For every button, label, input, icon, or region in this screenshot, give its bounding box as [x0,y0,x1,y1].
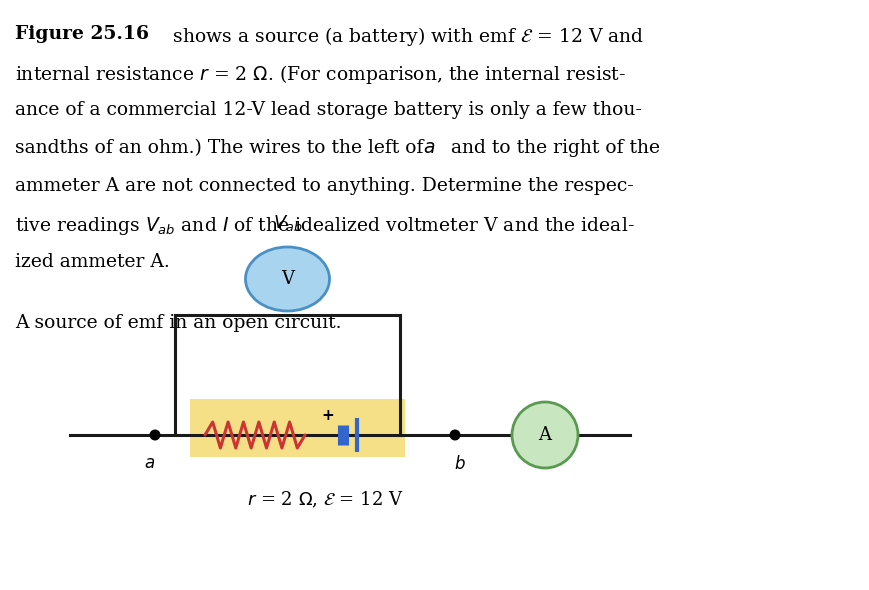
Text: +: + [322,408,334,422]
Ellipse shape [245,247,329,311]
Text: $a$: $a$ [144,455,156,472]
Circle shape [449,430,460,441]
Bar [189,399,405,457]
Text: $r$ = 2 $\Omega$, $\mathcal{E}$ = 12 V: $r$ = 2 $\Omega$, $\mathcal{E}$ = 12 V [247,490,403,510]
Text: shows a source (a battery) with emf $\mathcal{E}$ = 12 V and: shows a source (a battery) with emf $\ma… [168,25,644,48]
Text: $b$: $b$ [454,455,465,473]
Text: $V_{ab}$: $V_{ab}$ [273,213,302,233]
Text: Figure 25.16: Figure 25.16 [15,25,149,43]
Text: ance of a commercial 12-V lead storage battery is only a few thou-: ance of a commercial 12-V lead storage b… [15,101,641,119]
Text: tive readings $V_{ab}$ and $I$ of the idealized voltmeter V and the ideal-: tive readings $V_{ab}$ and $I$ of the id… [15,215,634,237]
Text: A source of emf in an open circuit.: A source of emf in an open circuit. [15,314,342,332]
Text: V: V [281,270,294,288]
Circle shape [512,402,577,468]
Text: A: A [538,426,551,444]
Circle shape [149,430,160,441]
Text: $a$: $a$ [422,139,434,157]
Text: ammeter A are not connected to anything. Determine the respec-: ammeter A are not connected to anything.… [15,177,633,195]
Text: internal resistance $r$ = 2 $\Omega$. (For comparison, the internal resist-: internal resistance $r$ = 2 $\Omega$. (F… [15,63,626,86]
Text: sandths of an ohm.) The wires to the left of: sandths of an ohm.) The wires to the lef… [15,139,429,157]
Text: ized ammeter A.: ized ammeter A. [15,253,169,271]
Text: and to the right of the: and to the right of the [444,139,660,157]
